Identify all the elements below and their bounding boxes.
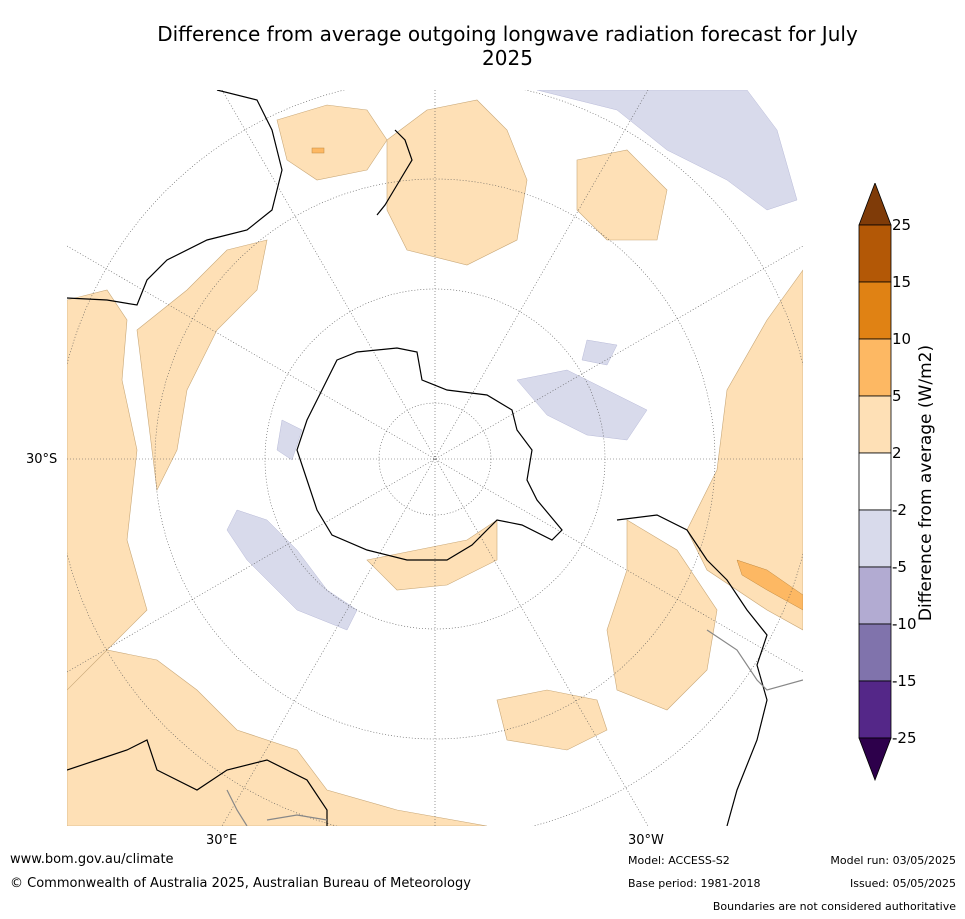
anomaly-region-indian-ocean [136,239,268,492]
colorbar-tick-label: -2 [892,501,907,519]
colorbar-segment [858,623,892,682]
map-title: Difference from average outgoing longwav… [157,22,858,70]
australia-coastline [67,90,283,306]
website-link[interactable]: www.bom.gov.au/climate [10,852,174,867]
strong-positive-anomaly-regions [311,147,803,611]
antarctica-coastline [296,347,563,561]
colorbar-segment [858,395,892,454]
colorbar-tick-label: -10 [892,615,917,633]
colorbar-segment [858,281,892,340]
polar-map [67,90,803,826]
anomaly-region-pacific-south [516,369,648,441]
anomaly-region-pacific-west [386,99,528,266]
coastlines [67,90,768,826]
new-zealand-coastline [376,129,413,216]
anomaly-region-south-america [606,519,718,711]
positive-anomaly-regions [67,99,803,826]
colorbar-segment [858,566,892,625]
colorbar [858,181,965,783]
colorbar-segment [858,452,892,511]
south-america-coastline [616,514,768,826]
colorbar-tick-label: 10 [892,330,912,348]
model-run-text: Model run: 03/05/2025 [830,854,956,867]
colorbar-segment [858,224,892,283]
colorbar-tick-label: 5 [892,387,902,405]
colorbar-tick-label: 25 [892,216,912,234]
anomaly-spot [311,147,325,154]
anomaly-region-south-pacific [536,90,798,211]
colorbar-tick-label: -15 [892,672,917,690]
copyright-text: © Commonwealth of Australia 2025, Austra… [10,876,471,891]
longitude-label-30e: 30°E [206,833,238,848]
negative-anomaly-regions [226,90,798,631]
anomaly-region-andes [736,559,803,611]
anomaly-region-tasman [276,104,388,181]
colorbar-segment [858,338,892,397]
anomaly-region-weddell [366,519,498,591]
disclaimer-text: Boundaries are not considered authoritat… [712,900,956,913]
anomaly-region-pacific-central [576,149,668,241]
anomaly-region-enderby [276,419,303,461]
base-period-text: Base period: 1981-2018 [628,877,761,890]
colorbar-title: Difference from average (W/m2) [916,344,936,622]
issued-text: Issued: 05/05/2025 [849,877,956,890]
graticule [67,90,803,826]
colorbar-tick-label: 2 [892,444,902,462]
colorbar-segment [858,509,892,568]
anomaly-region-amundsen [581,339,618,366]
longitude-label-30w: 30°W [628,833,664,848]
colorbar-segment [858,680,892,739]
colorbar-tick-label: -25 [892,729,917,747]
model-text: Model: ACCESS-S2 [628,854,730,867]
colorbar-tick-label: -5 [892,558,907,576]
anomaly-region-sw-indian [67,649,488,826]
anomaly-region-south-atlantic [496,689,608,751]
country-borders [226,629,803,826]
latitude-label-30s: 30°S [26,452,58,467]
anomaly-region-indian-south [226,509,358,631]
colorbar-tick-label: 15 [892,273,912,291]
africa-coastline [67,739,328,826]
colorbar-extend-min [858,737,892,782]
colorbar-extend-max [858,181,892,226]
